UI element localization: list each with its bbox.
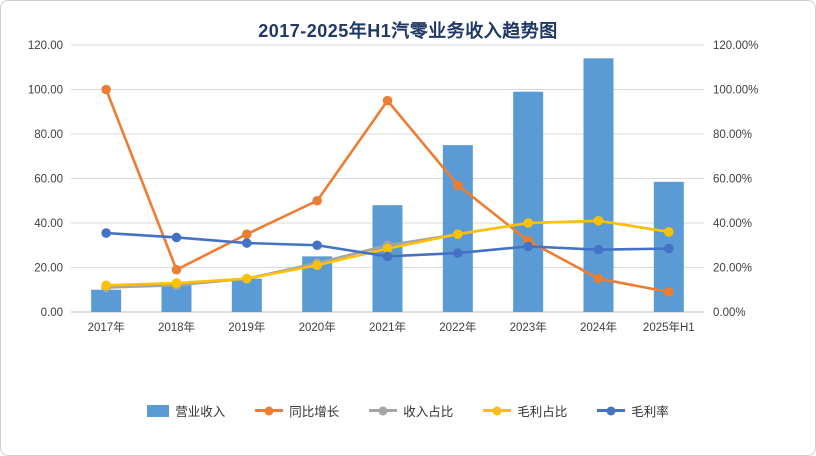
line-marker — [664, 243, 674, 254]
left-axis-tick: 60.00 — [34, 174, 63, 186]
left-axis-tick: 0.00 — [41, 307, 63, 319]
legend-item-4: 毛利率 — [597, 401, 669, 420]
legend-label: 营业收入 — [175, 405, 226, 419]
legend-dot-icon — [492, 406, 502, 415]
legend-line-swatch-icon — [369, 406, 398, 415]
legend-bar-swatch-icon — [147, 404, 170, 417]
legend-dot-icon — [606, 406, 616, 415]
right-axis-tick: 120.00% — [713, 40, 758, 52]
left-axis-tick: 100.00 — [28, 85, 63, 97]
x-axis-label: 2018年 — [158, 320, 195, 334]
line-marker — [664, 227, 674, 237]
right-axis-tick: 40.00% — [713, 218, 752, 230]
legend-line-swatch-icon — [597, 406, 626, 415]
legend-label: 同比增长 — [289, 405, 340, 419]
line-marker — [312, 195, 322, 206]
x-axis-label: 2017年 — [88, 320, 125, 334]
line-marker — [523, 241, 533, 252]
line-marker — [453, 180, 463, 190]
line-marker — [593, 273, 604, 284]
line-marker — [593, 215, 604, 226]
bar — [231, 278, 262, 312]
line-marker — [101, 280, 111, 291]
line-marker — [382, 243, 393, 254]
line-marker — [171, 264, 182, 275]
line-marker — [523, 218, 533, 228]
legend-label: 毛利率 — [631, 405, 669, 419]
line-marker — [171, 232, 182, 243]
legend-item-3: 毛利占比 — [483, 401, 567, 420]
x-axis-label: 2022年 — [439, 320, 476, 334]
legend-item-2: 收入占比 — [369, 401, 453, 420]
left-axis-tick: 40.00 — [34, 218, 63, 230]
x-axis-label: 2019年 — [228, 320, 265, 334]
bar — [583, 58, 614, 312]
line-marker — [312, 260, 322, 271]
line-marker — [242, 229, 252, 239]
legend-dot-icon — [378, 406, 388, 415]
line-marker — [101, 84, 111, 95]
legend-item-1: 同比增长 — [255, 401, 339, 420]
right-axis-tick: 100.00% — [713, 85, 758, 97]
legend-dot-icon — [264, 406, 274, 415]
line-marker — [382, 95, 393, 106]
x-axis-label: 2024年 — [580, 320, 617, 334]
x-axis-label: 2021年 — [369, 320, 406, 334]
left-axis-tick: 120.00 — [28, 40, 63, 52]
right-axis-tick: 80.00% — [713, 129, 752, 141]
legend-line-swatch-icon — [483, 406, 512, 415]
x-axis-label: 2020年 — [299, 320, 336, 334]
legend-item-0: 营业收入 — [147, 401, 225, 420]
right-axis-tick: 0.00% — [713, 307, 746, 319]
line-marker — [171, 278, 182, 288]
bar — [91, 289, 122, 312]
x-axis-label: 2023年 — [510, 320, 547, 334]
line-marker — [593, 244, 604, 255]
line-marker — [453, 229, 463, 239]
left-axis-tick: 80.00 — [34, 129, 63, 141]
chart-title: 2017-2025年H1汽零业务收入趋势图 — [258, 21, 558, 41]
line-marker — [382, 251, 393, 262]
line-marker — [242, 238, 252, 248]
line-marker — [312, 240, 322, 251]
bar — [513, 91, 544, 312]
right-axis-tick: 20.00% — [713, 263, 752, 275]
line-marker — [242, 273, 252, 284]
line-marker — [453, 248, 463, 258]
legend-label: 收入占比 — [403, 405, 454, 419]
legend-label: 毛利占比 — [517, 405, 568, 419]
line-marker — [664, 287, 674, 297]
right-axis-tick: 60.00% — [713, 174, 752, 186]
line-marker — [101, 228, 111, 238]
legend-line-swatch-icon — [255, 406, 284, 415]
bar — [442, 145, 473, 312]
left-axis-tick: 20.00 — [34, 263, 63, 275]
x-axis-label: 2025年H1 — [643, 320, 695, 334]
chart-legend: 营业收入 同比增长 收入占比 毛利占比 毛利率 — [1, 401, 815, 420]
